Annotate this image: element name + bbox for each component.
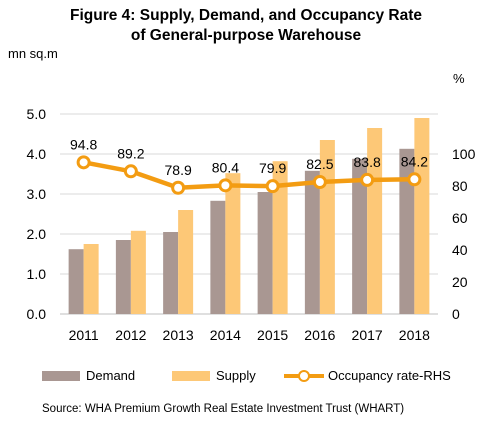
bar-supply <box>178 210 194 314</box>
occupancy-point <box>360 172 375 187</box>
occupancy-data-label: 94.8 <box>70 136 97 152</box>
legend-swatch-supply <box>172 370 210 381</box>
bar-demand <box>115 240 131 314</box>
x-tick-label: 2012 <box>115 327 146 343</box>
bar-supply <box>225 173 241 314</box>
occupancy-data-label: 78.9 <box>165 162 192 178</box>
legend-swatch-occupancy <box>284 369 324 382</box>
occupancy-line <box>83 160 415 191</box>
x-tick-label: 2014 <box>210 327 241 343</box>
bar-demand <box>399 148 415 314</box>
legend-item-supply: Supply <box>172 368 256 383</box>
x-tick-label: 2015 <box>257 327 288 343</box>
legend-item-demand: Demand <box>42 368 135 383</box>
x-tick-label: 2017 <box>352 327 383 343</box>
left-tick-label: 1.0 <box>27 266 47 282</box>
source-note: Source: WHA Premium Growth Real Estate I… <box>42 403 405 415</box>
occupancy-point <box>265 179 280 194</box>
left-tick-label: 3.0 <box>27 186 47 202</box>
left-tick-label: 0.0 <box>27 306 47 322</box>
occupancy-data-label: 79.9 <box>259 160 286 176</box>
bar-demand <box>304 170 320 314</box>
right-tick-label: 40 <box>452 242 468 258</box>
right-axis-unit: % <box>453 71 465 86</box>
x-tick-label: 2013 <box>163 327 194 343</box>
bar-supply <box>130 230 146 314</box>
bar-demand <box>163 232 179 314</box>
right-tick-label: 20 <box>452 274 468 290</box>
bar-supply <box>272 161 288 314</box>
bar-demand <box>352 158 368 314</box>
x-tick-label: 2018 <box>399 327 430 343</box>
legend-label-occupancy: Occupancy rate-RHS <box>328 368 451 383</box>
bar-supply <box>83 244 99 314</box>
right-tick-label: 60 <box>452 210 468 226</box>
legend: Demand Supply Occupancy rate-RHS <box>0 368 492 388</box>
occupancy-point <box>171 180 186 195</box>
bar-demand <box>257 192 273 314</box>
left-axis-unit: mn sq.m <box>8 46 58 61</box>
left-tick-label: 4.0 <box>27 146 47 162</box>
occupancy-point <box>312 175 327 189</box>
occupancy-point <box>407 172 422 187</box>
x-tick-label: 2011 <box>69 327 99 343</box>
right-tick-label: 80 <box>452 178 468 194</box>
chart-title-line-2: of General-purpose Warehouse <box>130 27 362 44</box>
occupancy-data-label: 84.2 <box>401 153 428 169</box>
right-tick-label: 100 <box>452 146 476 162</box>
bar-demand <box>68 249 84 314</box>
legend-label-demand: Demand <box>86 368 136 383</box>
occupancy-point <box>76 155 91 170</box>
occupancy-data-label: 80.4 <box>212 159 239 175</box>
occupancy-point <box>218 178 233 193</box>
occupancy-data-label: 82.5 <box>306 156 333 172</box>
right-tick-label: 0 <box>452 306 460 322</box>
occupancy-point <box>123 164 138 179</box>
x-tick-label: 2016 <box>304 327 335 343</box>
occupancy-data-label: 89.2 <box>117 145 144 161</box>
chart-title-line-1: Figure 4: Supply, Demand, and Occupancy … <box>70 7 422 24</box>
occupancy-data-label: 83.8 <box>354 154 381 170</box>
legend-item-occupancy: Occupancy rate-RHS <box>284 368 451 383</box>
legend-swatch-demand <box>42 370 80 381</box>
bar-supply <box>414 118 430 314</box>
left-tick-label: 5.0 <box>27 106 47 122</box>
legend-label-supply: Supply <box>216 368 256 383</box>
bar-demand <box>210 200 226 314</box>
chart-title: Figure 4: Supply, Demand, and Occupancy … <box>0 6 492 46</box>
left-tick-label: 2.0 <box>27 226 47 242</box>
